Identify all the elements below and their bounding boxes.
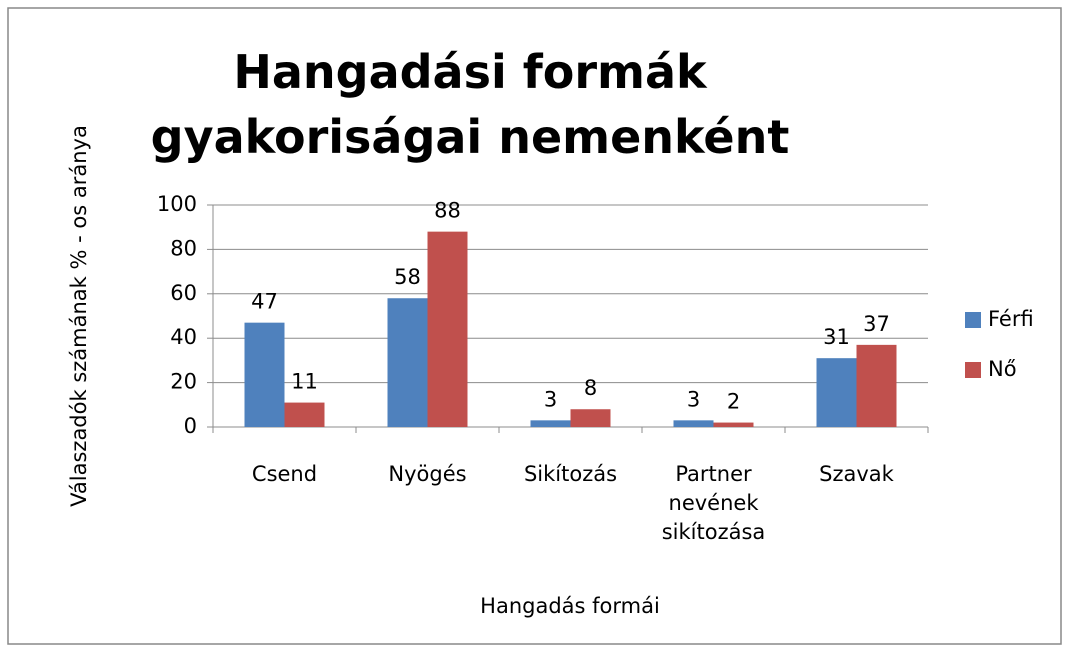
data-label: 37 xyxy=(863,312,890,336)
x-tick-label: Csend xyxy=(252,462,317,486)
x-tick-label: Szavak xyxy=(819,462,895,486)
bar xyxy=(387,298,428,427)
data-label: 3 xyxy=(687,387,700,411)
data-label: 88 xyxy=(434,199,461,223)
data-label: 2 xyxy=(727,390,740,414)
y-tick-label: 100 xyxy=(157,192,197,216)
bar xyxy=(570,409,611,427)
data-label: 11 xyxy=(291,370,318,394)
legend-label: Férfi xyxy=(988,307,1034,331)
x-tick-label: Partner nevének sikítozása xyxy=(662,462,766,544)
data-label: 8 xyxy=(584,376,597,400)
data-label: 47 xyxy=(251,290,278,314)
x-tick-label: Sikítozás xyxy=(524,462,617,486)
bar xyxy=(816,358,857,427)
y-axis-label: Válaszadók számának % - os aránya xyxy=(67,125,91,507)
chart-title: Hangadási formák gyakoriságai nemenként xyxy=(151,45,790,164)
y-tick-label: 0 xyxy=(184,414,197,438)
legend-label: Nő xyxy=(988,357,1017,381)
legend-swatch xyxy=(965,312,981,328)
bar xyxy=(427,231,468,427)
data-label: 58 xyxy=(394,265,421,289)
y-tick-label: 40 xyxy=(170,325,197,349)
legend-swatch xyxy=(965,362,981,378)
y-tick-label: 20 xyxy=(170,370,197,394)
y-tick-label: 80 xyxy=(170,236,197,260)
bar xyxy=(284,402,325,427)
y-tick-label: 60 xyxy=(170,281,197,305)
bar xyxy=(244,322,285,427)
bar xyxy=(856,344,897,427)
bar xyxy=(530,420,571,427)
data-label: 31 xyxy=(823,325,850,349)
data-label: 3 xyxy=(544,387,557,411)
bar xyxy=(673,420,714,427)
x-axis-label: Hangadás formái xyxy=(480,594,660,618)
bar xyxy=(713,422,754,427)
x-tick-label: Nyögés xyxy=(388,462,466,486)
chart-border xyxy=(7,7,1062,645)
